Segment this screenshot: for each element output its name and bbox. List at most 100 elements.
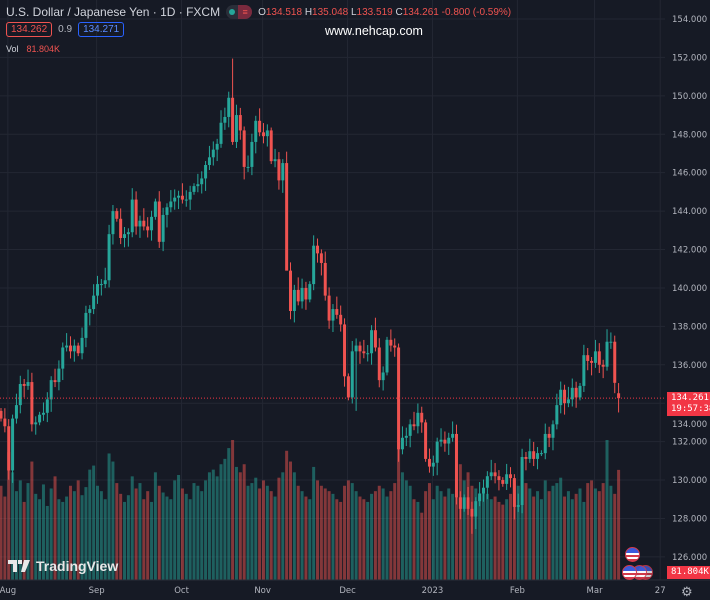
candle-body	[289, 270, 292, 311]
candle-body	[304, 287, 308, 300]
volume-bar	[134, 488, 138, 580]
market-status-toggle[interactable]: ≡	[226, 5, 253, 19]
candle-body	[539, 453, 543, 455]
volume-bar	[427, 483, 431, 580]
candle-body	[30, 382, 34, 425]
candle-body	[408, 424, 412, 436]
candle-body	[493, 472, 497, 477]
candle-body	[393, 345, 397, 348]
volume-bar	[76, 480, 80, 580]
sell-button[interactable]: 134.262	[6, 22, 53, 37]
volume-bar	[115, 483, 119, 580]
candle-body	[509, 474, 513, 479]
candle-body	[126, 232, 130, 235]
candle-body	[381, 372, 385, 381]
candle-body	[362, 351, 366, 354]
candle-body	[373, 330, 377, 348]
candle-body	[234, 115, 238, 142]
candle-body	[219, 122, 223, 144]
us-event-flag-icon[interactable]	[622, 565, 637, 580]
candle-body	[130, 199, 134, 233]
tradingview-logo[interactable]: TradingView	[8, 558, 118, 574]
time-tick-label: 2023	[422, 586, 444, 596]
candle-body	[150, 216, 154, 231]
candle-body	[76, 345, 80, 354]
volume-bar	[597, 491, 601, 580]
volume-bar	[14, 491, 18, 580]
volume-bar	[335, 499, 339, 580]
candle-body	[447, 437, 451, 444]
volume-bar	[188, 499, 192, 580]
candle-body	[319, 253, 323, 263]
volume-bar	[373, 491, 377, 580]
candles	[0, 58, 621, 534]
candle-body	[254, 120, 258, 142]
candle-body	[435, 441, 439, 463]
volume-bar	[412, 499, 416, 580]
candle-body	[169, 201, 173, 208]
candle-body	[454, 433, 458, 498]
candle-body	[99, 284, 103, 286]
volume-bar	[505, 499, 509, 580]
candle-body	[204, 164, 208, 179]
candle-body	[597, 351, 601, 365]
candle-body	[161, 214, 165, 242]
volume-bar	[227, 448, 231, 580]
volume-bar	[312, 466, 316, 580]
buy-button[interactable]: 134.271	[78, 22, 125, 37]
volume-bar	[0, 485, 3, 580]
volume-bar	[543, 480, 547, 580]
price-tick-label: 144.000	[672, 207, 707, 217]
volume-bar	[238, 472, 242, 580]
time-tick-label: 27	[655, 586, 666, 596]
volume-bar	[381, 488, 385, 580]
volume-bar	[613, 493, 617, 580]
candle-body	[443, 439, 447, 444]
volume-bar	[528, 488, 532, 580]
time-tick-label: Nov	[254, 586, 271, 596]
watermark: www.nehcap.com	[325, 24, 423, 38]
us-event-flag-icon[interactable]	[625, 547, 640, 562]
candle-body	[377, 347, 381, 381]
symbol-title[interactable]: U.S. Dollar / Japanese Yen · 1D · FXCM	[6, 5, 221, 19]
candle-body	[609, 341, 613, 343]
time-axis[interactable]: Aug Sep Oct Nov Dec 2023 Feb Mar 27	[0, 586, 666, 596]
volume-bar	[250, 483, 254, 580]
candle-body	[80, 337, 84, 354]
candle-body	[590, 360, 594, 363]
candle-body	[512, 478, 516, 507]
candle-body	[358, 345, 362, 352]
volume-bar	[38, 499, 42, 580]
volume-legend: Vol 81.804K	[6, 44, 60, 54]
candle-body	[281, 163, 285, 181]
price-tick-label: 132.000	[672, 438, 707, 448]
time-tick-label: Feb	[510, 586, 525, 596]
volume-bar	[26, 483, 30, 580]
volume-bar	[339, 501, 343, 580]
volume-bar	[466, 472, 470, 580]
settings-gear-icon[interactable]: ⚙	[681, 584, 693, 599]
candle-body	[22, 383, 26, 386]
candle-body	[312, 245, 316, 285]
volume-bar	[478, 496, 482, 580]
volume-bar	[551, 485, 555, 580]
candle-body	[412, 424, 416, 427]
volume-bar	[150, 501, 154, 580]
candle-body	[215, 143, 219, 150]
volume-bar	[184, 493, 188, 580]
volume-bar	[281, 472, 285, 580]
candle-body	[582, 355, 586, 386]
candle-body	[346, 376, 350, 398]
candle-body	[200, 178, 204, 185]
candle-body	[273, 159, 277, 162]
volume-bar	[68, 485, 72, 580]
volume-bar	[173, 480, 177, 580]
candle-body	[211, 149, 215, 158]
candle-body	[343, 324, 347, 377]
candle-body	[489, 472, 493, 477]
price-tick-label: 136.000	[672, 361, 707, 371]
price-axis[interactable]: 154.000 152.000 150.000 148.000 146.000 144.0…	[672, 15, 707, 563]
volume-bar	[547, 491, 551, 580]
